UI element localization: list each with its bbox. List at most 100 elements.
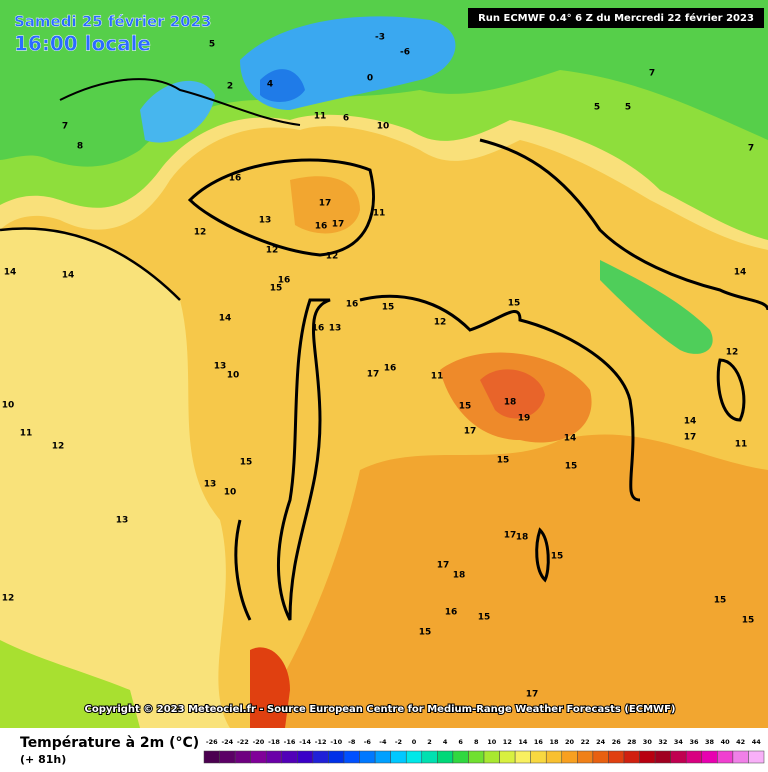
contour-label: 15 bbox=[714, 596, 727, 606]
contour-label: 12 bbox=[726, 348, 739, 358]
scale-label: 40 bbox=[721, 738, 731, 746]
contour-label: 14 bbox=[684, 417, 697, 427]
contour-label: 0 bbox=[367, 74, 373, 84]
scale-label: 44 bbox=[752, 738, 762, 746]
contour-label: 12 bbox=[266, 246, 279, 256]
scale-label: -10 bbox=[330, 738, 342, 746]
scale-label: 18 bbox=[549, 738, 559, 746]
scale-label: 8 bbox=[474, 738, 479, 746]
contour-label: 13 bbox=[259, 216, 272, 226]
run-box bbox=[468, 8, 764, 28]
scale-label: -2 bbox=[395, 738, 402, 746]
contour-label: 17 bbox=[526, 690, 539, 700]
contour-label: 18 bbox=[504, 398, 517, 408]
contour-label: 18 bbox=[516, 533, 529, 543]
contour-label: 4 bbox=[267, 80, 273, 90]
scale-swatch bbox=[437, 750, 454, 764]
scale-swatch bbox=[374, 750, 391, 764]
contour-label: 11 bbox=[431, 372, 444, 382]
contour-label: 10 bbox=[2, 401, 15, 411]
contour-label: 16 bbox=[445, 608, 458, 618]
scale-label: 28 bbox=[627, 738, 637, 746]
scale-label: -18 bbox=[268, 738, 280, 746]
scale-swatch bbox=[359, 750, 376, 764]
contour-label: 12 bbox=[434, 318, 447, 328]
scale-label: 36 bbox=[689, 738, 699, 746]
scale-swatch bbox=[592, 750, 609, 764]
contour-label: 15 bbox=[419, 628, 432, 638]
scale-swatch bbox=[452, 750, 469, 764]
contour-label: 13 bbox=[214, 362, 227, 372]
scale-label: 38 bbox=[705, 738, 715, 746]
scale-swatch bbox=[577, 750, 594, 764]
scale-label: 22 bbox=[581, 738, 590, 746]
contour-label: 14 bbox=[62, 271, 75, 281]
scale-label: -20 bbox=[253, 738, 265, 746]
contour-label: 12 bbox=[52, 442, 65, 452]
contour-label: 7 bbox=[62, 122, 68, 132]
scale-swatch bbox=[717, 750, 734, 764]
scale-swatch bbox=[265, 750, 283, 764]
scale-label: 32 bbox=[658, 738, 667, 746]
contour-label: 5 bbox=[594, 103, 600, 113]
scale-swatch bbox=[468, 750, 485, 764]
contour-lines bbox=[0, 78, 768, 621]
contour-label: 19 bbox=[518, 414, 531, 424]
contour-label: 17 bbox=[332, 220, 345, 230]
contour-label: 10 bbox=[377, 122, 390, 132]
contour-label: 11 bbox=[314, 112, 327, 122]
contour-label: 15 bbox=[459, 402, 472, 412]
contour-label: 2 bbox=[227, 82, 233, 92]
scale-swatch bbox=[670, 750, 687, 764]
scale-swatch bbox=[608, 750, 625, 764]
contour-label: 17 bbox=[437, 561, 450, 571]
scale-label: 10 bbox=[487, 738, 497, 746]
scale-swatch bbox=[390, 750, 407, 764]
scale-label: -16 bbox=[284, 738, 296, 746]
scale-swatch bbox=[250, 750, 267, 764]
contour-label: 7 bbox=[748, 144, 754, 154]
scale-label: -22 bbox=[237, 738, 249, 746]
legend-title: Température à 2m (°C) bbox=[20, 735, 199, 751]
scale-swatch bbox=[203, 750, 220, 764]
scale-swatch bbox=[421, 750, 438, 764]
scale-swatch bbox=[701, 750, 718, 764]
contour-label: 10 bbox=[227, 371, 240, 381]
scale-label: -14 bbox=[299, 738, 311, 746]
scale-swatch bbox=[639, 750, 656, 764]
scale-label: -8 bbox=[348, 738, 356, 746]
contour-label: 16 bbox=[384, 364, 397, 374]
contour-label: 15 bbox=[565, 462, 578, 472]
scale-swatch bbox=[499, 750, 516, 764]
contour-label: 16 bbox=[278, 276, 291, 286]
map-background bbox=[0, 0, 768, 728]
contour-label: 5 bbox=[625, 103, 631, 113]
scale-swatch bbox=[623, 750, 640, 764]
scale-swatch bbox=[545, 750, 563, 764]
contour-label: 17 bbox=[367, 370, 380, 380]
contour-label: 16 bbox=[346, 300, 359, 310]
scale-label: -4 bbox=[379, 738, 387, 746]
scale-swatch bbox=[685, 750, 703, 764]
contour-label: 17 bbox=[464, 427, 477, 437]
contour-label: 11 bbox=[373, 209, 386, 219]
contour-label: 15 bbox=[508, 299, 521, 309]
scale-swatch bbox=[483, 750, 500, 764]
scale-label: 14 bbox=[518, 738, 528, 746]
contour-label: 17 bbox=[319, 199, 332, 209]
contour-label: 8 bbox=[77, 142, 83, 152]
contour-label: 15 bbox=[240, 458, 253, 468]
scale-label: 6 bbox=[458, 738, 463, 746]
contour-label: 17 bbox=[684, 433, 697, 443]
contour-label: 11 bbox=[20, 429, 33, 439]
contour-label: 18 bbox=[453, 571, 466, 581]
scale-label: 24 bbox=[596, 738, 606, 746]
scale-label: 12 bbox=[503, 738, 512, 746]
scale-label: -26 bbox=[206, 738, 218, 746]
scale-label: 30 bbox=[643, 738, 653, 746]
time-label: 16:00 locale bbox=[14, 32, 151, 56]
scale-swatch bbox=[234, 750, 251, 764]
scale-label: -24 bbox=[221, 738, 233, 746]
scale-label: 0 bbox=[412, 738, 417, 746]
contour-label: 12 bbox=[2, 594, 15, 604]
